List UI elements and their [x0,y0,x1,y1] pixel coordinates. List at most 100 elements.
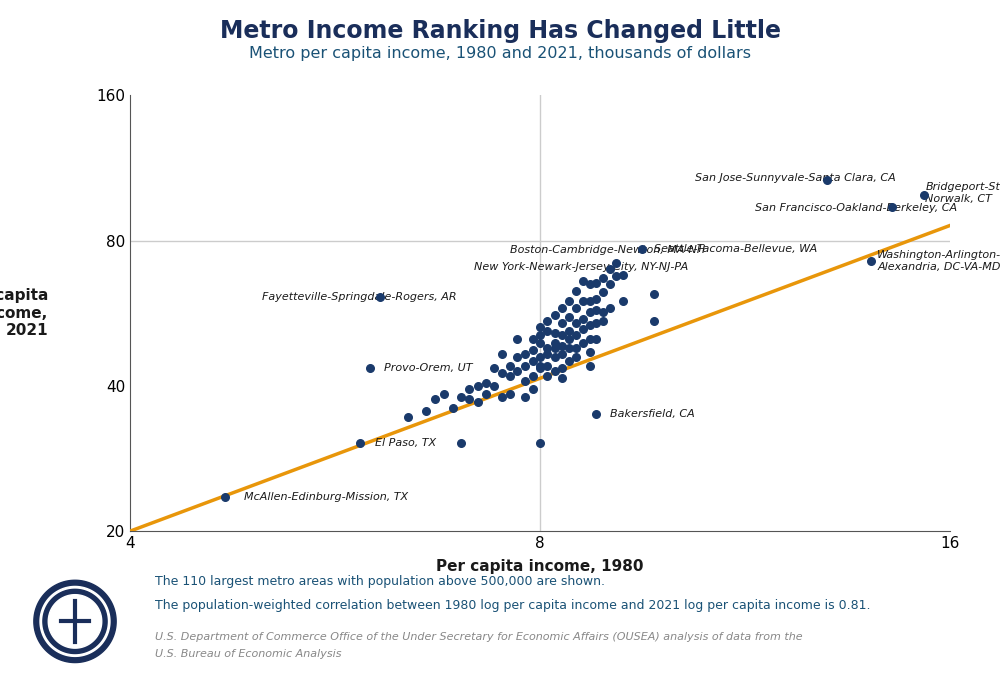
Point [478,388,494,399]
Point [646,315,662,326]
Point [554,373,570,383]
Point [461,383,477,394]
Point [400,411,416,422]
Point [819,174,835,185]
Point [588,409,604,419]
Point [547,343,563,353]
Point [863,256,879,267]
Point [916,189,932,200]
Point [517,391,533,402]
Point [561,296,577,306]
Point [517,349,533,360]
Point [532,338,548,349]
Text: U.S. Department of Commerce Office of the Under Secretary for Economic Affairs (: U.S. Department of Commerce Office of th… [155,632,803,642]
Point [494,368,510,379]
Text: U.S. Bureau of Economic Analysis: U.S. Bureau of Economic Analysis [155,649,342,659]
Point [568,302,584,313]
Point [554,317,570,328]
Point [486,363,502,374]
Point [602,302,618,313]
Point [575,314,591,325]
Point [509,334,525,345]
Point [595,315,611,326]
Point [517,360,533,371]
Text: McAllen-Edinburg-Mission, TX: McAllen-Edinburg-Mission, TX [244,492,408,503]
Text: Metro Income Ranking Has Changed Little: Metro Income Ranking Has Changed Little [220,19,780,43]
Point [525,383,541,394]
Point [554,349,570,360]
Point [575,296,591,306]
Point [525,345,541,355]
Text: New York-Newark-Jersey City, NY-NJ-PA: New York-Newark-Jersey City, NY-NJ-PA [474,262,688,272]
Point [595,306,611,317]
Point [554,340,570,351]
Point [588,277,604,288]
Point [575,338,591,349]
Point [453,391,469,402]
Y-axis label: Per capita
income,
2021: Per capita income, 2021 [0,288,48,338]
Point [502,360,518,371]
Point [547,338,563,349]
Point [588,317,604,328]
Text: Washington-Arlington-
Alexandria, DC-VA-MD-WV: Washington-Arlington- Alexandria, DC-VA-… [877,251,1000,272]
Polygon shape [34,580,116,663]
Point [588,304,604,315]
Point [561,312,577,323]
Point [539,315,555,326]
Point [595,272,611,283]
Point [539,360,555,371]
Point [436,388,452,399]
Point [615,296,631,306]
Point [486,381,502,392]
Point [547,351,563,362]
Text: El Paso, TX: El Paso, TX [375,438,436,447]
Point [502,370,518,381]
Point [532,363,548,374]
Point [418,405,434,416]
Point [582,347,598,358]
Text: Boston-Cambridge-Newton, MA-NH: Boston-Cambridge-Newton, MA-NH [510,245,705,255]
Point [453,437,469,448]
Point [561,326,577,336]
Point [602,279,618,289]
Point [539,370,555,381]
Point [582,360,598,371]
Point [494,391,510,402]
Point [568,330,584,340]
Point [547,310,563,321]
Point [352,437,368,448]
Point [595,287,611,298]
Point [502,388,518,399]
Point [539,343,555,353]
Point [525,370,541,381]
Point [568,317,584,328]
Text: The population-weighted correlation between 1980 log per capita income and 2021 : The population-weighted correlation betw… [155,599,870,612]
Text: San Francisco-Oakland-Berkeley, CA: San Francisco-Oakland-Berkeley, CA [755,203,957,213]
Point [602,263,618,274]
Point [554,330,570,340]
Point [582,296,598,306]
Point [588,334,604,345]
Point [575,276,591,287]
Point [582,334,598,345]
Text: The 110 largest metro areas with population above 500,000 are shown.: The 110 largest metro areas with populat… [155,575,605,588]
Point [884,202,900,212]
Point [478,378,494,389]
Point [547,328,563,338]
Point [582,306,598,317]
Point [588,294,604,304]
Point [445,402,461,413]
Point [582,319,598,330]
Point [568,285,584,296]
Point [634,243,650,254]
Point [568,343,584,353]
Polygon shape [48,595,102,648]
Text: Bridgeport-Stamford-
Norwalk, CT: Bridgeport-Stamford- Norwalk, CT [925,182,1000,204]
Point [217,492,233,503]
Point [561,355,577,366]
Point [561,343,577,353]
Polygon shape [43,589,107,654]
Point [362,363,378,374]
Point [539,326,555,336]
Text: Provo-Orem, UT: Provo-Orem, UT [384,364,473,373]
